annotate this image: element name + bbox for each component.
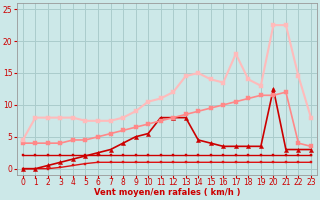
X-axis label: Vent moyen/en rafales ( km/h ): Vent moyen/en rafales ( km/h ): [94, 188, 240, 197]
